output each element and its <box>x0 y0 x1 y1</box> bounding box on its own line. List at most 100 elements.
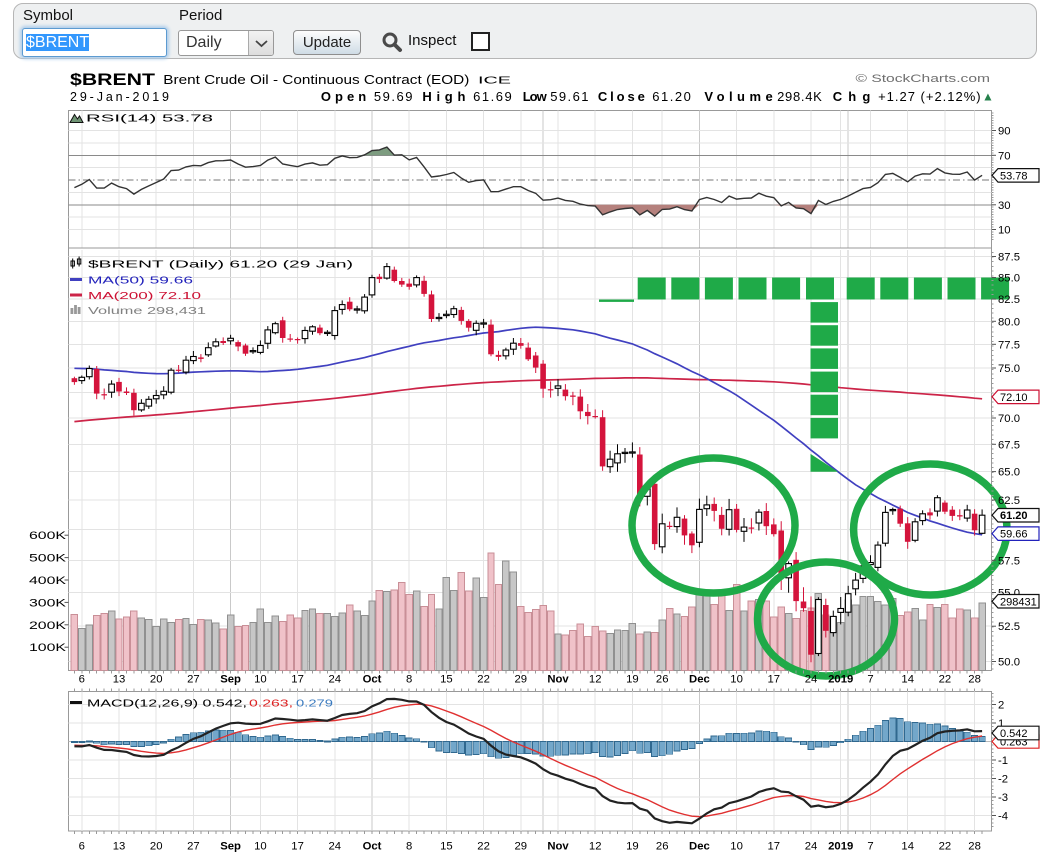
svg-text:24: 24 <box>329 841 342 853</box>
svg-text:$BRENT (Daily) 61.20 (29 Jan): $BRENT (Daily) 61.20 (29 Jan) <box>88 259 353 271</box>
svg-text:RSI(14) 53.78: RSI(14) 53.78 <box>86 113 213 125</box>
svg-text:Dec: Dec <box>689 674 710 686</box>
svg-text:61.69: 61.69 <box>473 89 512 104</box>
svg-text:17: 17 <box>768 674 781 686</box>
svg-text:17: 17 <box>768 841 781 853</box>
svg-text:Low: Low <box>523 89 548 104</box>
svg-text:2: 2 <box>998 700 1004 712</box>
svg-text:Brent Crude Oil - Continuous C: Brent Crude Oil - Continuous Contract (E… <box>163 72 469 87</box>
svg-text:13: 13 <box>113 841 126 853</box>
svg-text:7: 7 <box>867 841 873 853</box>
svg-text:85.0: 85.0 <box>998 273 1020 285</box>
svg-text:8: 8 <box>406 841 412 853</box>
svg-text:MACD(12,26,9) 0.542,: MACD(12,26,9) 0.542, <box>87 698 247 710</box>
svg-text:59.66: 59.66 <box>1000 529 1028 541</box>
svg-text:70.0: 70.0 <box>998 413 1020 425</box>
svg-text:26: 26 <box>656 841 669 853</box>
svg-text:Sep: Sep <box>220 841 241 853</box>
svg-text:53.78: 53.78 <box>1000 170 1028 182</box>
svg-text:0.263,: 0.263, <box>249 698 293 710</box>
svg-text:Volume 298,431: Volume 298,431 <box>88 305 206 317</box>
svg-text:80.0: 80.0 <box>998 316 1020 328</box>
svg-text:82.5: 82.5 <box>998 294 1020 306</box>
svg-text:6: 6 <box>79 841 85 853</box>
svg-text:27: 27 <box>187 674 200 686</box>
svg-text:15: 15 <box>440 674 453 686</box>
svg-text:100K: 100K <box>29 642 67 654</box>
svg-text:500K: 500K <box>29 553 67 565</box>
svg-text:-3: -3 <box>998 792 1008 804</box>
svg-text:10: 10 <box>730 674 743 686</box>
svg-text:Chg: Chg <box>833 89 871 104</box>
svg-text:Nov: Nov <box>547 674 569 686</box>
svg-text:26: 26 <box>656 674 669 686</box>
svg-text:22: 22 <box>477 841 490 853</box>
svg-text:10: 10 <box>254 841 267 853</box>
svg-text:52.5: 52.5 <box>998 621 1020 633</box>
svg-text:90: 90 <box>998 126 1011 138</box>
svg-text:17: 17 <box>291 841 304 853</box>
svg-text:22: 22 <box>939 674 952 686</box>
svg-text:19: 19 <box>626 841 639 853</box>
svg-text:-2: -2 <box>998 774 1008 786</box>
svg-text:61.20: 61.20 <box>1000 510 1028 522</box>
svg-text:22: 22 <box>939 841 952 853</box>
svg-text:22: 22 <box>477 674 490 686</box>
svg-text:87.5: 87.5 <box>998 252 1020 264</box>
svg-text:77.5: 77.5 <box>998 339 1020 351</box>
svg-text:24: 24 <box>329 674 342 686</box>
svg-text:10: 10 <box>998 225 1011 237</box>
svg-text:24: 24 <box>805 841 818 853</box>
svg-text:12: 12 <box>589 674 602 686</box>
svg-text:10: 10 <box>730 841 743 853</box>
svg-text:0.279: 0.279 <box>296 698 333 710</box>
svg-text:67.5: 67.5 <box>998 439 1020 451</box>
svg-text:59.61: 59.61 <box>550 89 588 104</box>
svg-text:30: 30 <box>998 200 1011 212</box>
svg-text:Oct: Oct <box>363 674 382 686</box>
svg-text:72.10: 72.10 <box>1000 392 1028 404</box>
svg-text:MA(200) 72.10: MA(200) 72.10 <box>88 290 201 302</box>
svg-text:Close: Close <box>598 89 645 104</box>
svg-text:50.0: 50.0 <box>998 657 1020 669</box>
svg-text:19: 19 <box>626 674 639 686</box>
svg-text:20: 20 <box>150 674 163 686</box>
svg-text:600K: 600K <box>29 530 67 542</box>
svg-text:20: 20 <box>150 841 163 853</box>
svg-text:65.0: 65.0 <box>998 467 1020 479</box>
svg-text:200K: 200K <box>29 620 67 632</box>
svg-text:Dec: Dec <box>689 841 710 853</box>
svg-text:2019: 2019 <box>828 674 853 686</box>
svg-text:61.20: 61.20 <box>652 89 691 104</box>
svg-text:27: 27 <box>187 841 200 853</box>
svg-text:28: 28 <box>968 841 981 853</box>
svg-text:MA(50) 59.66: MA(50) 59.66 <box>88 275 193 287</box>
svg-text:Volume: Volume <box>704 89 772 104</box>
svg-text:Oct: Oct <box>363 841 382 853</box>
svg-text:10: 10 <box>254 674 267 686</box>
svg-text:0.542: 0.542 <box>1000 728 1028 740</box>
svg-text:6: 6 <box>79 674 85 686</box>
svg-text:▲: ▲ <box>982 90 994 104</box>
svg-text:57.5: 57.5 <box>998 555 1020 567</box>
svg-text:ICE: ICE <box>478 75 511 87</box>
svg-text:17: 17 <box>291 674 304 686</box>
svg-text:7: 7 <box>867 674 873 686</box>
svg-text:59.69: 59.69 <box>374 89 413 104</box>
svg-text:62.5: 62.5 <box>998 495 1020 507</box>
svg-text:28: 28 <box>968 674 981 686</box>
svg-text:29: 29 <box>515 674 528 686</box>
svg-text:© StockCharts.com: © StockCharts.com <box>856 73 991 85</box>
svg-text:75.0: 75.0 <box>998 363 1020 375</box>
svg-text:Sep: Sep <box>220 674 241 686</box>
svg-text:14: 14 <box>901 841 914 853</box>
svg-text:15: 15 <box>440 841 453 853</box>
svg-text:12: 12 <box>589 841 602 853</box>
svg-text:-1: -1 <box>998 755 1008 767</box>
svg-text:70: 70 <box>998 150 1011 162</box>
svg-text:Open: Open <box>321 89 366 104</box>
svg-text:300K: 300K <box>29 597 67 609</box>
svg-text:29-Jan-2019: 29-Jan-2019 <box>70 90 169 104</box>
svg-text:24: 24 <box>805 674 818 686</box>
svg-text:13: 13 <box>113 674 126 686</box>
